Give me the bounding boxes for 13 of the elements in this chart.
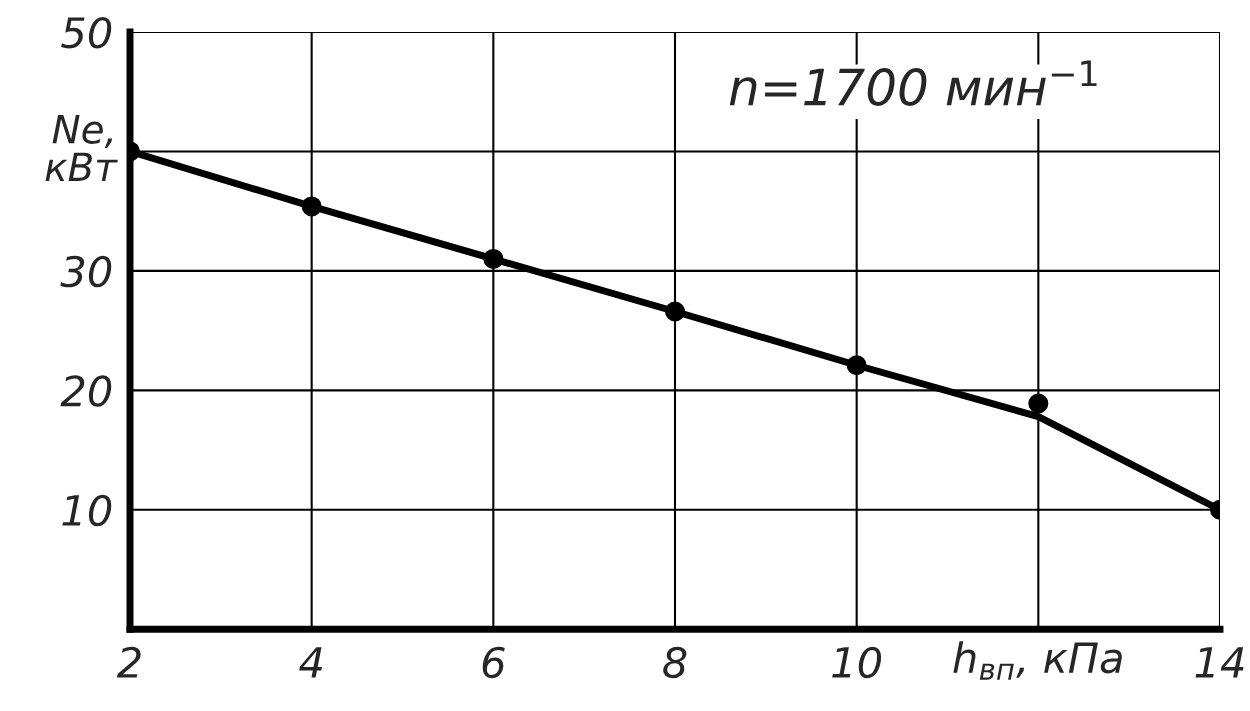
y-tick-label: 50	[61, 16, 112, 49]
text: n=1700 мин$^{−1}$	[729, 60, 1097, 106]
x-tick-label: 4	[299, 647, 322, 678]
y-tick-label: 10	[62, 494, 112, 527]
y-tick-label: 20	[60, 375, 112, 407]
y-axis-title: Ne, кВт	[45, 115, 118, 181]
x-tick-label: 2	[116, 646, 141, 678]
x-tick-label: 10	[832, 646, 882, 679]
x-axis-title: h$_{вп}$, кПа	[953, 641, 1122, 680]
x-tick-label: 8	[663, 646, 687, 679]
x-tick-label: 6	[482, 646, 505, 679]
y-tick-label: 30	[60, 255, 112, 288]
x-tick-label: 14	[1195, 647, 1244, 678]
